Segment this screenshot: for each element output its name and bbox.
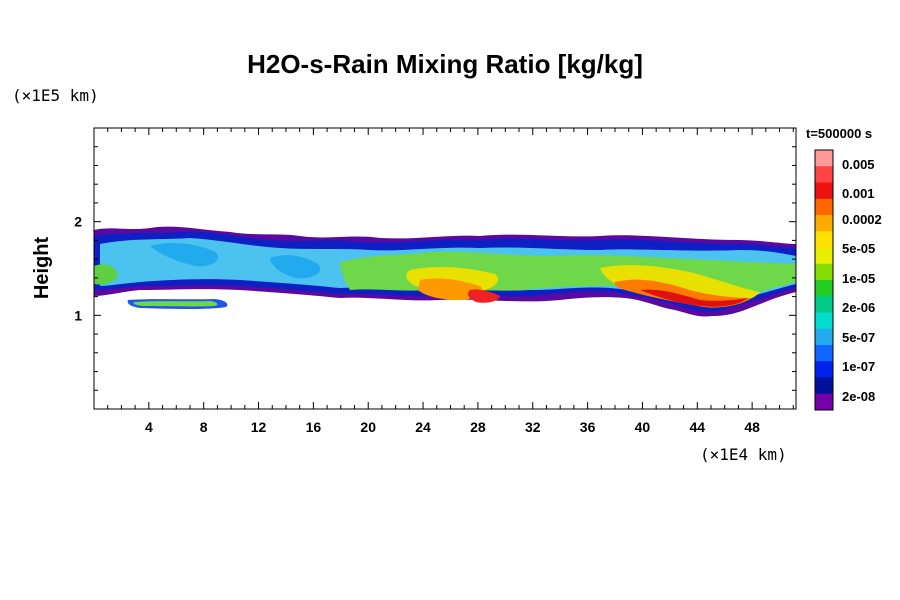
colorbar-swatch — [815, 296, 833, 313]
colorbar-swatch — [815, 198, 833, 216]
y-tick-label: 1 — [74, 307, 82, 323]
colorbar-label: 0.005 — [842, 157, 875, 172]
pocket-yellow-2 — [600, 265, 760, 306]
colorbar-swatch — [815, 231, 833, 248]
colorbar-swatch — [815, 150, 833, 167]
colorbar-swatch — [815, 263, 833, 281]
colorbar-swatch — [815, 328, 833, 346]
x-tick-label: 8 — [200, 419, 208, 435]
colorbar-frame — [814, 149, 834, 411]
rain-field — [94, 226, 796, 317]
x-tick-label: 20 — [360, 419, 376, 435]
pocket-red-2 — [640, 289, 748, 307]
y-tick-label: 2 — [74, 214, 82, 230]
colorbar-label: 2e-08 — [842, 389, 875, 404]
x-tick-label: 44 — [689, 419, 705, 435]
blob-green-left — [94, 264, 118, 285]
colorbar-swatch — [815, 377, 833, 395]
x-tick-label: 12 — [251, 419, 267, 435]
x-tick-label: 24 — [415, 419, 431, 435]
x-tick-label: 4 — [145, 419, 153, 435]
colorbar-swatch — [815, 312, 833, 330]
y-axis-label: Height — [31, 237, 53, 300]
colorbar-swatch — [815, 361, 833, 378]
x-tick-label: 16 — [306, 419, 322, 435]
colorbar-label: 1e-05 — [842, 271, 875, 286]
x-tick-label: 40 — [635, 419, 651, 435]
pocket-orange-1 — [418, 278, 483, 300]
pocket-red-1 — [468, 289, 500, 303]
colorbar-swatch — [815, 247, 833, 265]
colorbar-label: 0.0002 — [842, 212, 882, 227]
plot-frame — [93, 127, 797, 410]
time-label: t=500000 s — [806, 126, 872, 141]
colorbar-label: 0.001 — [842, 186, 875, 201]
x-tick-label: 36 — [580, 419, 596, 435]
colorbar-swatch — [815, 393, 833, 411]
colorbar: 0.005 0.001 0.0002 5e-05 1e-05 2e-06 5e-07 1e-0… — [814, 149, 882, 411]
swirl-cyan-b — [270, 255, 321, 279]
colorbar-swatch — [815, 215, 833, 232]
colorbar-label: 5e-05 — [842, 241, 875, 256]
y-unit-label: (×1E5 km) — [12, 86, 99, 105]
x-unit-label: (×1E4 km) — [700, 445, 787, 464]
colorbar-label: 5e-07 — [842, 330, 875, 345]
colorbar-swatch — [815, 166, 833, 183]
colorbar-swatch — [815, 182, 833, 200]
colorbar-label: 1e-07 — [842, 359, 875, 374]
colorbar-swatch — [815, 280, 833, 297]
x-tick-label: 48 — [744, 419, 760, 435]
chart-title: H2O-s-Rain Mixing Ratio [kg/kg] — [247, 49, 643, 79]
pocket-orange-2 — [614, 279, 752, 308]
colorbar-label: 2e-06 — [842, 300, 875, 315]
x-tick-label: 28 — [470, 419, 486, 435]
x-tick-label: 32 — [525, 419, 541, 435]
colorbar-swatch — [815, 345, 833, 362]
swirl-cyan-a — [150, 243, 219, 267]
lower-strip-fill — [133, 301, 218, 307]
